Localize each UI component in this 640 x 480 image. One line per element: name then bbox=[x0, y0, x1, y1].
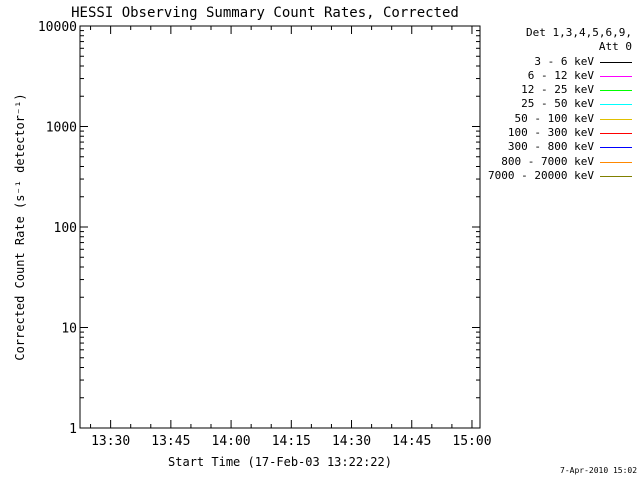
legend-swatch bbox=[600, 75, 632, 77]
legend-label: 300 - 800 keV bbox=[507, 140, 594, 154]
legend-label: 12 - 25 keV bbox=[521, 83, 594, 97]
x-tick-label: 14:00 bbox=[212, 434, 251, 449]
legend-swatch bbox=[600, 161, 632, 163]
legend-header-line-1: Det 1,3,4,5,6,9, bbox=[526, 26, 632, 39]
legend-label: 50 - 100 keV bbox=[514, 111, 594, 125]
plot-frame bbox=[79, 25, 481, 429]
legend: Det 1,3,4,5,6,9, Att 0 3 - 6 keV 6 - 12 k… bbox=[478, 26, 638, 183]
y-tick-label: 10000 bbox=[38, 20, 77, 35]
x-tick-label: 14:45 bbox=[392, 434, 431, 449]
x-axis-label: Start Time (17-Feb-03 13:22:22) bbox=[168, 455, 392, 469]
timestamp: 7-Apr-2010 15:02 bbox=[560, 466, 638, 475]
y-tick-label: 10 bbox=[61, 322, 77, 337]
legend-item: 6 - 12 keV bbox=[478, 69, 638, 83]
legend-label: 3 - 6 keV bbox=[534, 54, 594, 68]
legend-swatch bbox=[600, 118, 632, 120]
legend-label: 100 - 300 keV bbox=[507, 126, 594, 140]
legend-item: 3 - 6 keV bbox=[478, 55, 638, 69]
legend-swatch bbox=[600, 61, 632, 63]
legend-item: 100 - 300 keV bbox=[478, 126, 638, 140]
y-tick-label: 1 bbox=[69, 422, 77, 437]
y-tick-label: 100 bbox=[54, 221, 77, 236]
legend-header-line-2: Att 0 bbox=[598, 40, 632, 54]
legend-item: 7000 - 20000 keV bbox=[478, 169, 638, 183]
legend-label: 800 - 7000 keV bbox=[501, 154, 594, 168]
legend-item: 800 - 7000 keV bbox=[478, 155, 638, 169]
x-tick-label: 13:45 bbox=[151, 434, 190, 449]
x-tick-label: 15:00 bbox=[452, 434, 491, 449]
legend-item: 25 - 50 keV bbox=[478, 97, 638, 111]
chart-title: HESSI Observing Summary Count Rates, Cor… bbox=[71, 5, 459, 21]
legend-swatch bbox=[600, 147, 632, 149]
legend-swatch bbox=[600, 175, 632, 177]
legend-swatch bbox=[600, 104, 632, 106]
legend-item: 50 - 100 keV bbox=[478, 112, 638, 126]
legend-item: 300 - 800 keV bbox=[478, 140, 638, 154]
legend-label: 25 - 50 keV bbox=[521, 97, 594, 111]
y-tick-label: 1000 bbox=[46, 121, 77, 136]
legend-label: 7000 - 20000 keV bbox=[488, 168, 594, 182]
x-tick-label: 14:15 bbox=[272, 434, 311, 449]
x-tick-label: 13:30 bbox=[91, 434, 130, 449]
legend-label: 6 - 12 keV bbox=[527, 68, 594, 82]
legend-item: 12 - 25 keV bbox=[478, 83, 638, 97]
x-tick-label: 14:30 bbox=[332, 434, 371, 449]
legend-swatch bbox=[600, 133, 632, 135]
legend-swatch bbox=[600, 90, 632, 92]
y-axis-label: Corrected Count Rate (s⁻¹ detector⁻¹) bbox=[13, 93, 27, 360]
